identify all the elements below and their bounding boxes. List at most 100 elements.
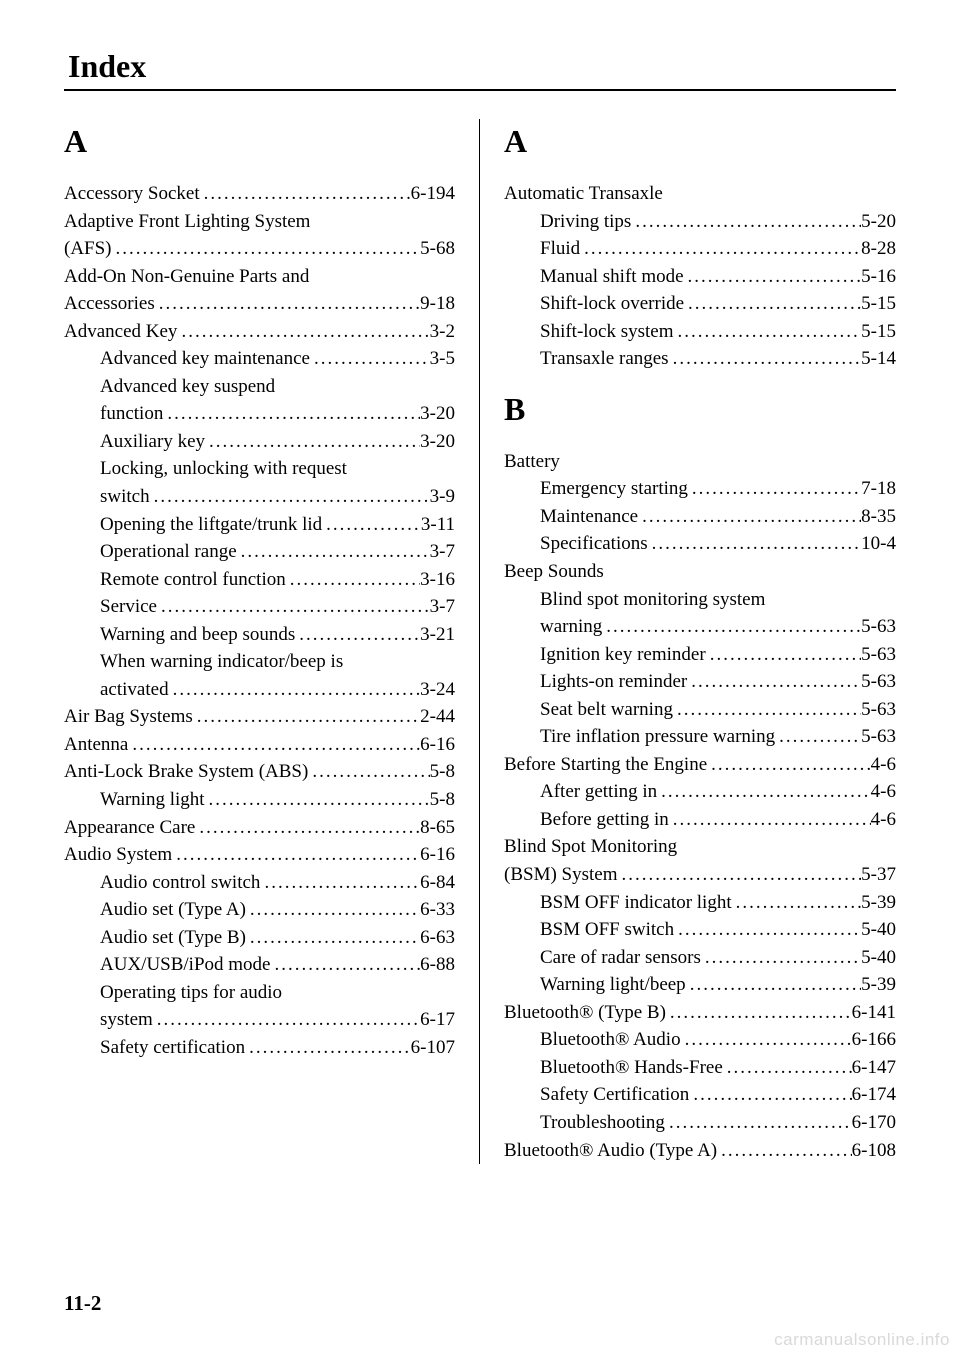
index-entry: Add-On Non-Genuine Parts and xyxy=(64,263,455,291)
index-entry: Emergency starting 7-18 xyxy=(504,475,896,503)
entry-page: 3-20 xyxy=(420,428,455,456)
index-entry: Operational range3-7 xyxy=(64,538,455,566)
section-letter: A xyxy=(64,123,455,160)
entry-label: Bluetooth® (Type B) xyxy=(504,999,666,1027)
leader-dots xyxy=(153,1006,420,1034)
index-entry: Bluetooth® Audio 6-166 xyxy=(504,1026,896,1054)
entry-page: 5-16 xyxy=(861,263,896,291)
leader-dots xyxy=(638,503,861,531)
entry-page: 5-20 xyxy=(861,208,896,236)
index-entry: Bluetooth® (Type B)6-141 xyxy=(504,999,896,1027)
entry-page: 9-18 xyxy=(420,290,455,318)
entry-page: 3-9 xyxy=(430,483,455,511)
entry-label: Specifications xyxy=(540,530,648,558)
index-entry: When warning indicator/beep is xyxy=(64,648,455,676)
index-entry: Audio control switch 6-84 xyxy=(64,869,455,897)
index-entry: system6-17 xyxy=(64,1006,455,1034)
entry-label: Tire inflation pressure warning xyxy=(540,723,775,751)
leader-dots xyxy=(665,1109,852,1137)
entry-page: 5-63 xyxy=(861,696,896,724)
entry-label: Automatic Transaxle xyxy=(504,180,663,208)
entry-label: Shift-lock system xyxy=(540,318,674,346)
leader-dots xyxy=(631,208,861,236)
index-entry: Adaptive Front Lighting System xyxy=(64,208,455,236)
entry-page: 6-88 xyxy=(420,951,455,979)
leader-dots xyxy=(245,1034,411,1062)
entry-label: Driving tips xyxy=(540,208,631,236)
leader-dots xyxy=(169,676,421,704)
entry-page: 4-6 xyxy=(871,778,896,806)
entry-label: Operational range xyxy=(100,538,237,566)
entry-page: 8-35 xyxy=(861,503,896,531)
entry-label: Safety Certification xyxy=(540,1081,689,1109)
section-letter: A xyxy=(504,123,896,160)
entry-label: Warning and beep sounds xyxy=(100,621,295,649)
leader-dots xyxy=(260,869,420,897)
entry-label: Bluetooth® Audio xyxy=(540,1026,681,1054)
entry-page: 4-6 xyxy=(871,751,896,779)
entry-label: Bluetooth® Audio (Type A) xyxy=(504,1137,717,1165)
leader-dots xyxy=(674,916,861,944)
leader-dots xyxy=(732,889,862,917)
index-entry: Seat belt warning5-63 xyxy=(504,696,896,724)
entry-page: 6-147 xyxy=(852,1054,896,1082)
index-entry: warning5-63 xyxy=(504,613,896,641)
leader-dots xyxy=(618,861,862,889)
index-entry: BSM OFF indicator light5-39 xyxy=(504,889,896,917)
index-entry: Accessories9-18 xyxy=(64,290,455,318)
index-entry: Blind Spot Monitoring xyxy=(504,833,896,861)
index-entry: (AFS)5-68 xyxy=(64,235,455,263)
index-entry: Opening the liftgate/trunk lid3-11 xyxy=(64,511,455,539)
leader-dots xyxy=(295,621,420,649)
entry-label: (BSM) System xyxy=(504,861,618,889)
entry-page: 2-44 xyxy=(420,703,455,731)
index-entry: Advanced Key3-2 xyxy=(64,318,455,346)
index-entry: Warning light/beep5-39 xyxy=(504,971,896,999)
entry-label: Locking, unlocking with request xyxy=(100,455,347,483)
entry-label: After getting in xyxy=(540,778,657,806)
entry-label: Lights-on reminder xyxy=(540,668,687,696)
index-entry: Warning and beep sounds3-21 xyxy=(64,621,455,649)
entry-label: Audio set (Type B) xyxy=(100,924,246,952)
index-entry: Service3-7 xyxy=(64,593,455,621)
leader-dots xyxy=(602,613,861,641)
entry-page: 6-84 xyxy=(420,869,455,897)
index-entry: Safety certification6-107 xyxy=(64,1034,455,1062)
leader-dots xyxy=(163,400,420,428)
entry-page: 6-17 xyxy=(420,1006,455,1034)
index-entry: Maintenance8-35 xyxy=(504,503,896,531)
title-rule xyxy=(64,89,896,91)
entry-page: 5-68 xyxy=(420,235,455,263)
leader-dots xyxy=(193,703,420,731)
leader-dots xyxy=(157,593,430,621)
entry-page: 5-15 xyxy=(861,290,896,318)
index-entry: Antenna6-16 xyxy=(64,731,455,759)
index-entry: Safety Certification6-174 xyxy=(504,1081,896,1109)
leader-dots xyxy=(310,345,430,373)
leader-dots xyxy=(155,290,420,318)
entry-label: Warning light/beep xyxy=(540,971,686,999)
index-entry: Shift-lock system5-15 xyxy=(504,318,896,346)
index-entry: Accessory Socket6-194 xyxy=(64,180,455,208)
index-entry: Fluid8-28 xyxy=(504,235,896,263)
entry-label: Ignition key reminder xyxy=(540,641,706,669)
entry-label: Audio control switch xyxy=(100,869,260,897)
index-entry: Advanced key maintenance3-5 xyxy=(64,345,455,373)
entry-label: Antenna xyxy=(64,731,128,759)
index-entry: Before getting in4-6 xyxy=(504,806,896,834)
leader-dots xyxy=(681,1026,852,1054)
index-entry: Operating tips for audio xyxy=(64,979,455,1007)
entry-page: 10-4 xyxy=(861,530,896,558)
entry-label: Emergency starting xyxy=(540,475,688,503)
entry-page: 6-166 xyxy=(852,1026,896,1054)
leader-dots xyxy=(657,778,871,806)
entry-page: 7-18 xyxy=(861,475,896,503)
leader-dots xyxy=(687,668,861,696)
entry-page: 6-107 xyxy=(411,1034,455,1062)
index-entry: Advanced key suspend xyxy=(64,373,455,401)
entry-label: Beep Sounds xyxy=(504,558,604,586)
entry-page: 6-194 xyxy=(411,180,455,208)
section-letter: B xyxy=(504,391,896,428)
entry-label: Advanced key suspend xyxy=(100,373,275,401)
entry-label: Add-On Non-Genuine Parts and xyxy=(64,263,309,291)
